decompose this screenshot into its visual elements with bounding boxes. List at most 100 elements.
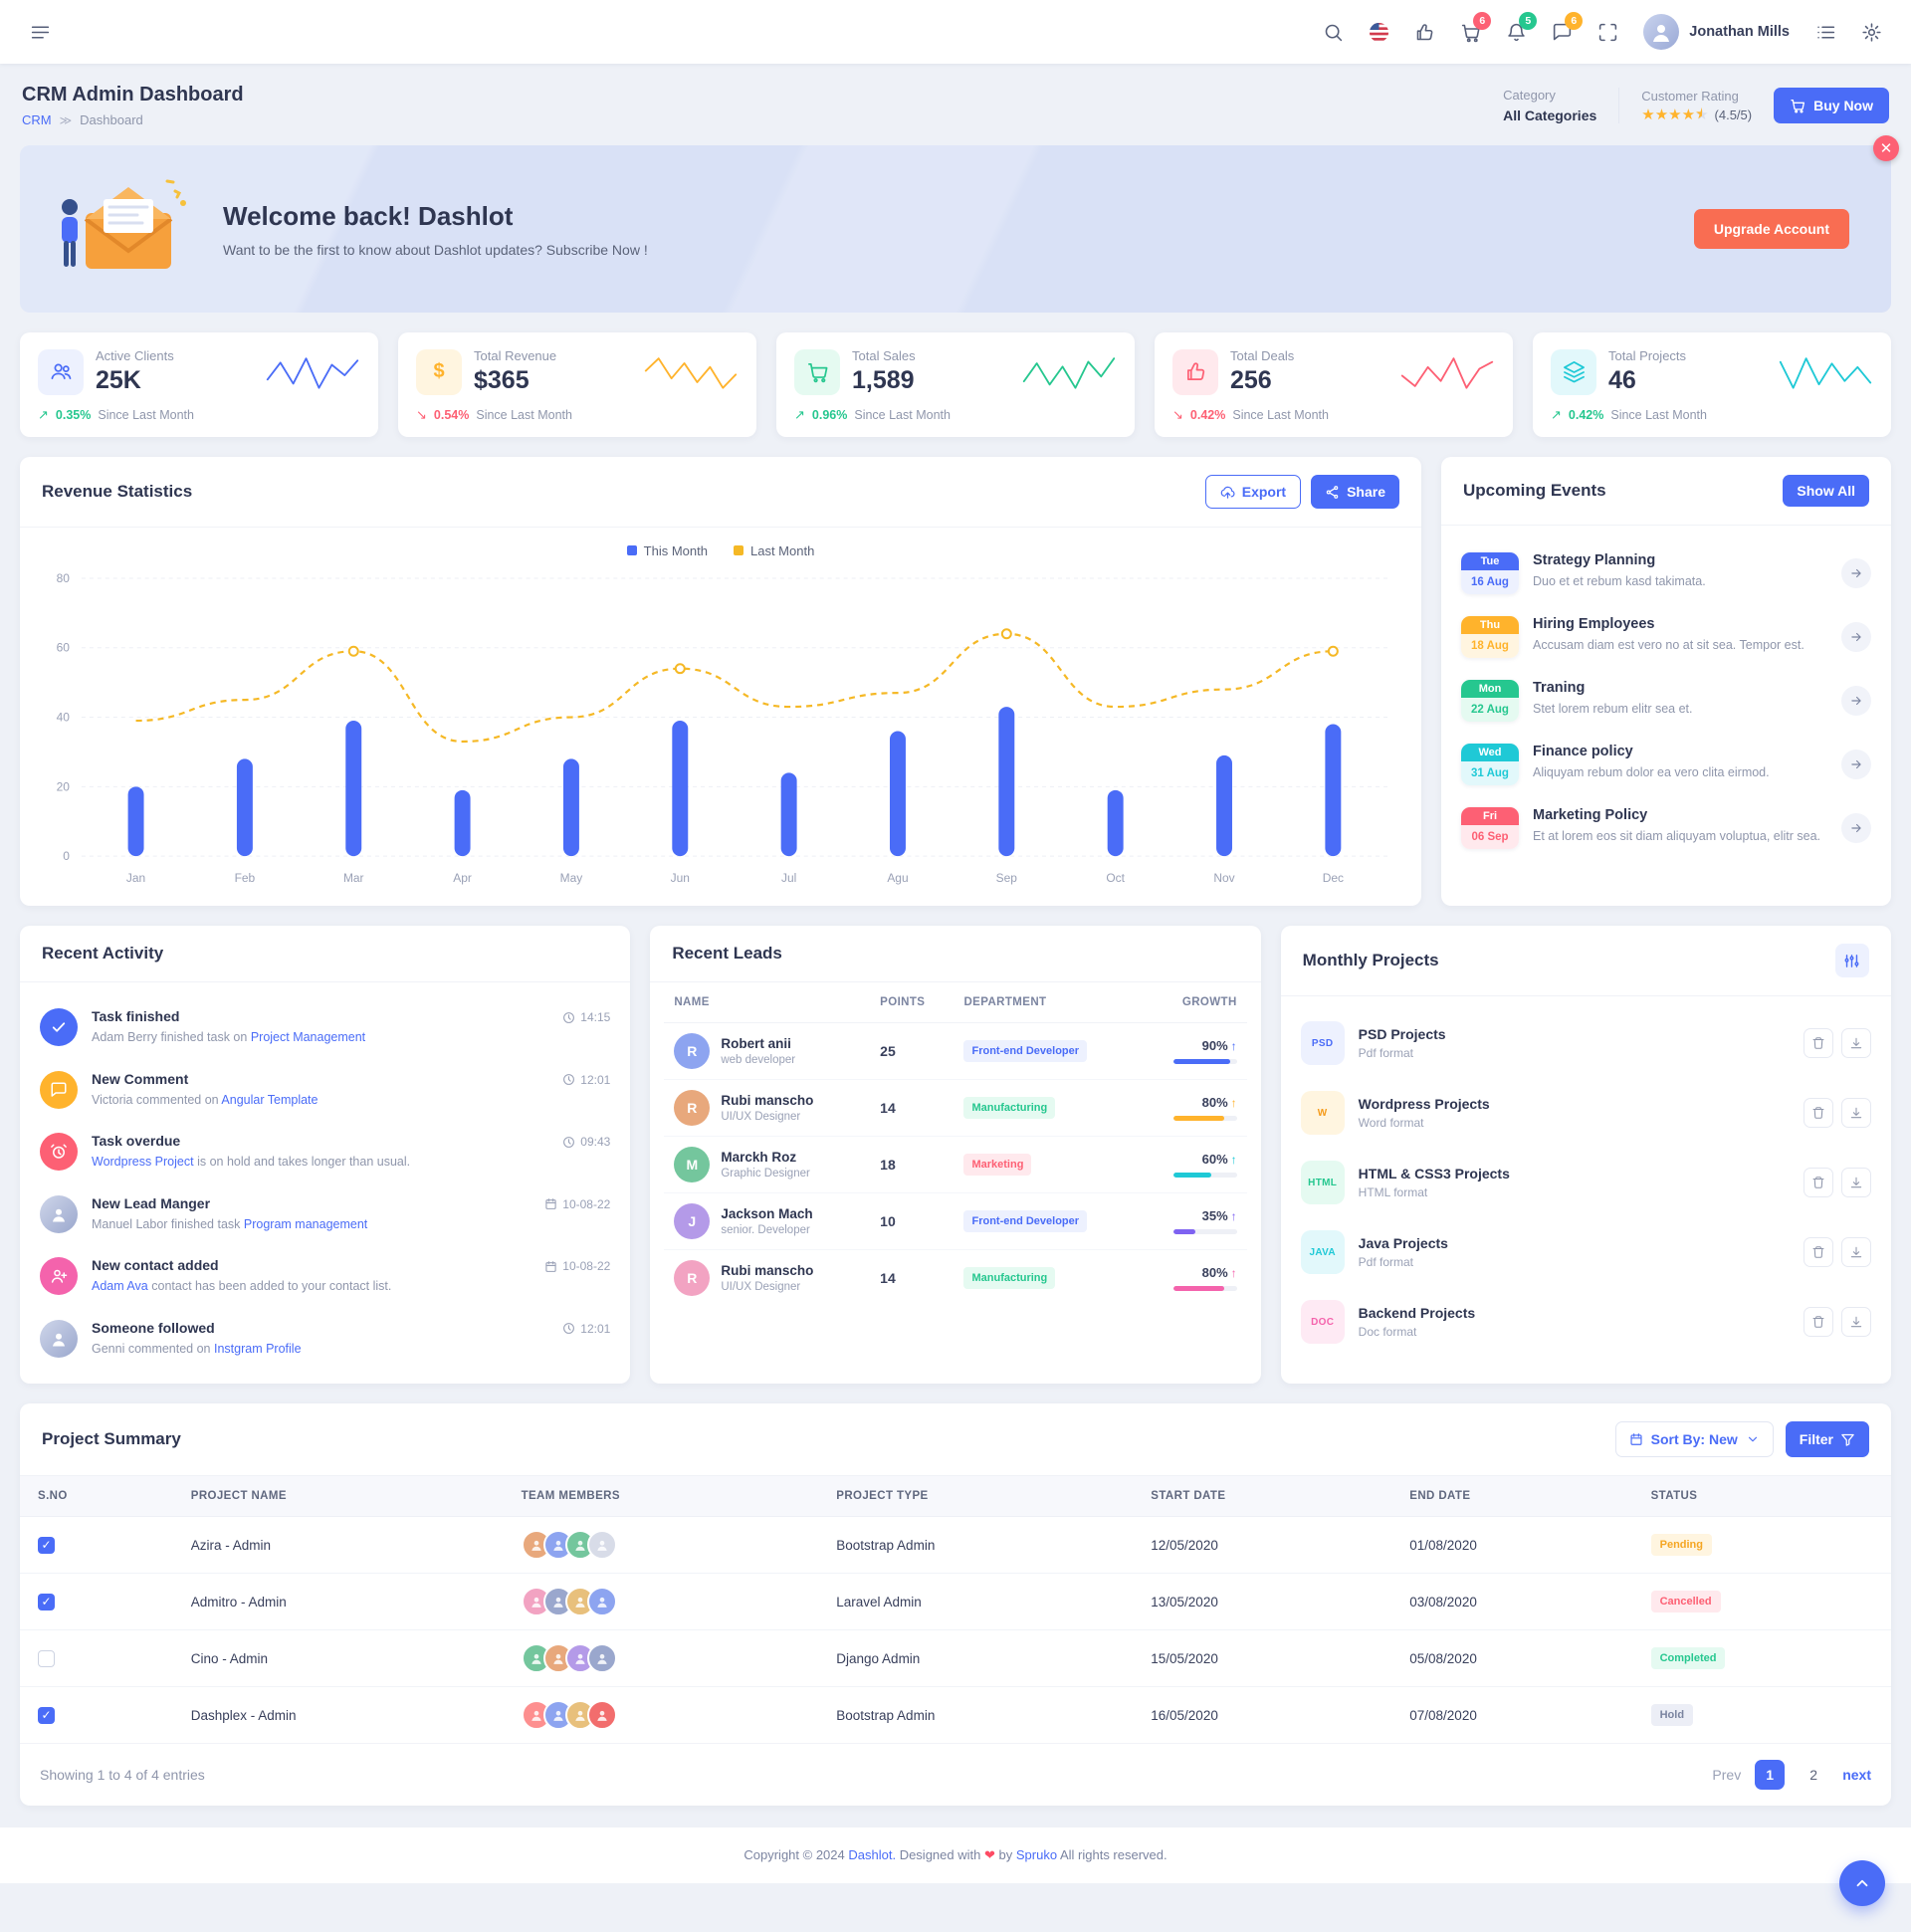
settings-button[interactable] — [1851, 12, 1891, 52]
scroll-to-top-button[interactable] — [1839, 1860, 1885, 1906]
event-arrow-button[interactable] — [1841, 686, 1871, 716]
user-menu[interactable]: Jonathan Mills — [1633, 10, 1800, 54]
row-checkbox[interactable]: ✓ — [38, 1706, 55, 1724]
lead-row[interactable]: M Marckh Roz Graphic Designer 18 Marketing… — [664, 1136, 1247, 1194]
pagination-prev[interactable]: Prev — [1712, 1767, 1742, 1784]
pagination-next[interactable]: next — [1842, 1767, 1871, 1784]
activity-item[interactable]: Task overdue Wordpress Project is on hol… — [40, 1121, 610, 1183]
activity-item[interactable]: Task finished Adam Berry finished task o… — [40, 996, 610, 1059]
download-button[interactable] — [1840, 1307, 1871, 1338]
activity-item[interactable]: New Comment Victoria commented on Angula… — [40, 1059, 610, 1122]
language-flag-button[interactable] — [1359, 12, 1398, 52]
growth-up-icon: ↑ — [1230, 1095, 1237, 1110]
event-arrow-button[interactable] — [1841, 622, 1871, 652]
list-icon — [1816, 25, 1834, 39]
pagination-page-2[interactable]: 2 — [1799, 1760, 1828, 1790]
svg-text:Mar: Mar — [343, 871, 364, 885]
breadcrumb-crm[interactable]: CRM — [22, 112, 52, 127]
activity-item[interactable]: New contact added Adam Ava contact has b… — [40, 1245, 610, 1308]
footer-brand-link[interactable]: Dashlot. — [848, 1847, 897, 1863]
sort-by-button[interactable]: Sort By: New — [1614, 1421, 1774, 1458]
avatar — [542, 1587, 573, 1617]
event-item[interactable]: Wed 31 Aug Finance policy Aliquyam rebum d… — [1461, 733, 1871, 796]
download-button[interactable] — [1840, 1168, 1871, 1198]
close-banner-button[interactable]: ✕ — [1873, 135, 1899, 161]
row-checkbox[interactable]: ✓ — [38, 1593, 55, 1610]
chart-legend: This Month Last Month — [20, 528, 1421, 560]
activity-link[interactable]: Program management — [243, 1216, 368, 1231]
delete-button[interactable] — [1803, 1168, 1833, 1198]
download-button[interactable] — [1840, 1237, 1871, 1268]
project-item[interactable]: HTML HTML & CSS3 Projects HTML format — [1300, 1148, 1871, 1217]
activity-item[interactable]: New Lead Manger Manuel Labor finished ta… — [40, 1183, 610, 1246]
upgrade-account-button[interactable]: Upgrade Account — [1693, 209, 1849, 249]
event-item[interactable]: Fri 06 Sep Marketing Policy Et at lorem eo… — [1461, 796, 1871, 860]
activity-item[interactable]: Someone followed Genni commented on Inst… — [40, 1308, 610, 1371]
search-button[interactable] — [1313, 12, 1353, 52]
hamburger-icon — [31, 25, 49, 39]
project-item[interactable]: DOC Backend Projects Doc format — [1300, 1287, 1871, 1357]
entries-summary: Showing 1 to 4 of 4 entries — [40, 1767, 205, 1784]
status-badge: Cancelled — [1650, 1591, 1721, 1613]
download-button[interactable] — [1840, 1098, 1871, 1129]
project-item[interactable]: W Wordpress Projects Word format — [1300, 1078, 1871, 1148]
event-item[interactable]: Thu 18 Aug Hiring Employees Accusam diam e… — [1461, 605, 1871, 669]
delete-button[interactable] — [1803, 1237, 1833, 1268]
lead-row[interactable]: R Rubi manscho UI/UX Designer 14 Manufactu… — [664, 1250, 1246, 1307]
lead-row[interactable]: R Robert anii web developer 25 Front-end D… — [664, 1022, 1247, 1081]
trash-icon — [1812, 1316, 1824, 1328]
stat-value: 1,589 — [852, 366, 915, 394]
activity-link[interactable]: Adam Ava — [92, 1279, 148, 1294]
show-all-button[interactable]: Show All — [1783, 475, 1869, 507]
like-button[interactable] — [1404, 12, 1444, 52]
notifications-button[interactable]: 5 — [1496, 12, 1538, 52]
activity-link[interactable]: Wordpress Project — [92, 1155, 194, 1170]
avatar: R — [674, 1090, 711, 1127]
event-arrow-button[interactable] — [1841, 558, 1871, 588]
category-label: Category — [1503, 88, 1556, 103]
activity-link[interactable]: Instgram Profile — [214, 1341, 302, 1356]
project-summary-card: Project Summary Sort By: New Filter S.NO… — [20, 1403, 1891, 1807]
activity-link[interactable]: Project Management — [250, 1030, 366, 1045]
deals-icon — [1172, 348, 1218, 395]
footer-company-link[interactable]: Spruko — [1015, 1847, 1058, 1863]
row-checkbox[interactable] — [38, 1649, 55, 1667]
comment-icon — [40, 1070, 78, 1109]
activity-link[interactable]: Angular Template — [221, 1092, 318, 1107]
delete-button[interactable] — [1803, 1307, 1833, 1338]
cart-button[interactable]: 6 — [1450, 12, 1492, 52]
rating-value: (4.5/5) — [1714, 107, 1753, 122]
filter-button[interactable]: Filter — [1785, 1421, 1869, 1458]
column-header: NAME — [664, 982, 871, 1024]
download-icon — [1850, 1177, 1862, 1188]
event-arrow-button[interactable] — [1841, 750, 1871, 779]
delete-button[interactable] — [1803, 1028, 1833, 1059]
project-item[interactable]: JAVA Java Projects Pdf format — [1300, 1217, 1871, 1287]
avatar — [40, 1319, 78, 1358]
download-button[interactable] — [1840, 1028, 1871, 1059]
export-button[interactable]: Export — [1204, 475, 1302, 509]
stat-card-total-deals: Total Deals 256 ↘ 0.42% Since Last Month — [1155, 332, 1513, 437]
task-list-button[interactable] — [1805, 12, 1845, 52]
doc-file-icon: DOC — [1300, 1300, 1345, 1345]
projects-filter-button[interactable] — [1834, 944, 1869, 978]
pagination-page-1[interactable]: 1 — [1755, 1760, 1786, 1791]
messages-button[interactable]: 6 — [1542, 12, 1584, 52]
row-checkbox[interactable]: ✓ — [38, 1536, 55, 1554]
share-button[interactable]: Share — [1311, 475, 1399, 509]
sidebar-toggle-button[interactable] — [20, 12, 60, 52]
event-arrow-button[interactable] — [1841, 813, 1871, 843]
stat-value: 25K — [96, 366, 141, 394]
lead-row[interactable]: R Rubi manscho UI/UX Designer 14 Manufactu… — [664, 1079, 1247, 1138]
fullscreen-button[interactable] — [1588, 12, 1627, 52]
svg-text:Nov: Nov — [1213, 871, 1234, 885]
buy-now-button[interactable]: Buy Now — [1774, 88, 1889, 123]
growth-up-icon: ↑ — [1230, 1265, 1237, 1280]
lead-row[interactable]: J Jackson Mach senior. Developer 10 Front-… — [664, 1192, 1247, 1251]
category-block: Category All Categories — [1503, 88, 1596, 123]
event-item[interactable]: Mon 22 Aug Traning Stet lorem rebum elitr … — [1461, 669, 1871, 733]
delete-button[interactable] — [1803, 1098, 1833, 1129]
column-header: PROJECT TYPE — [818, 1476, 1134, 1518]
event-item[interactable]: Tue 16 Aug Strategy Planning Duo et et reb… — [1461, 541, 1871, 605]
project-item[interactable]: PSD PSD Projects Pdf format — [1300, 1008, 1871, 1078]
